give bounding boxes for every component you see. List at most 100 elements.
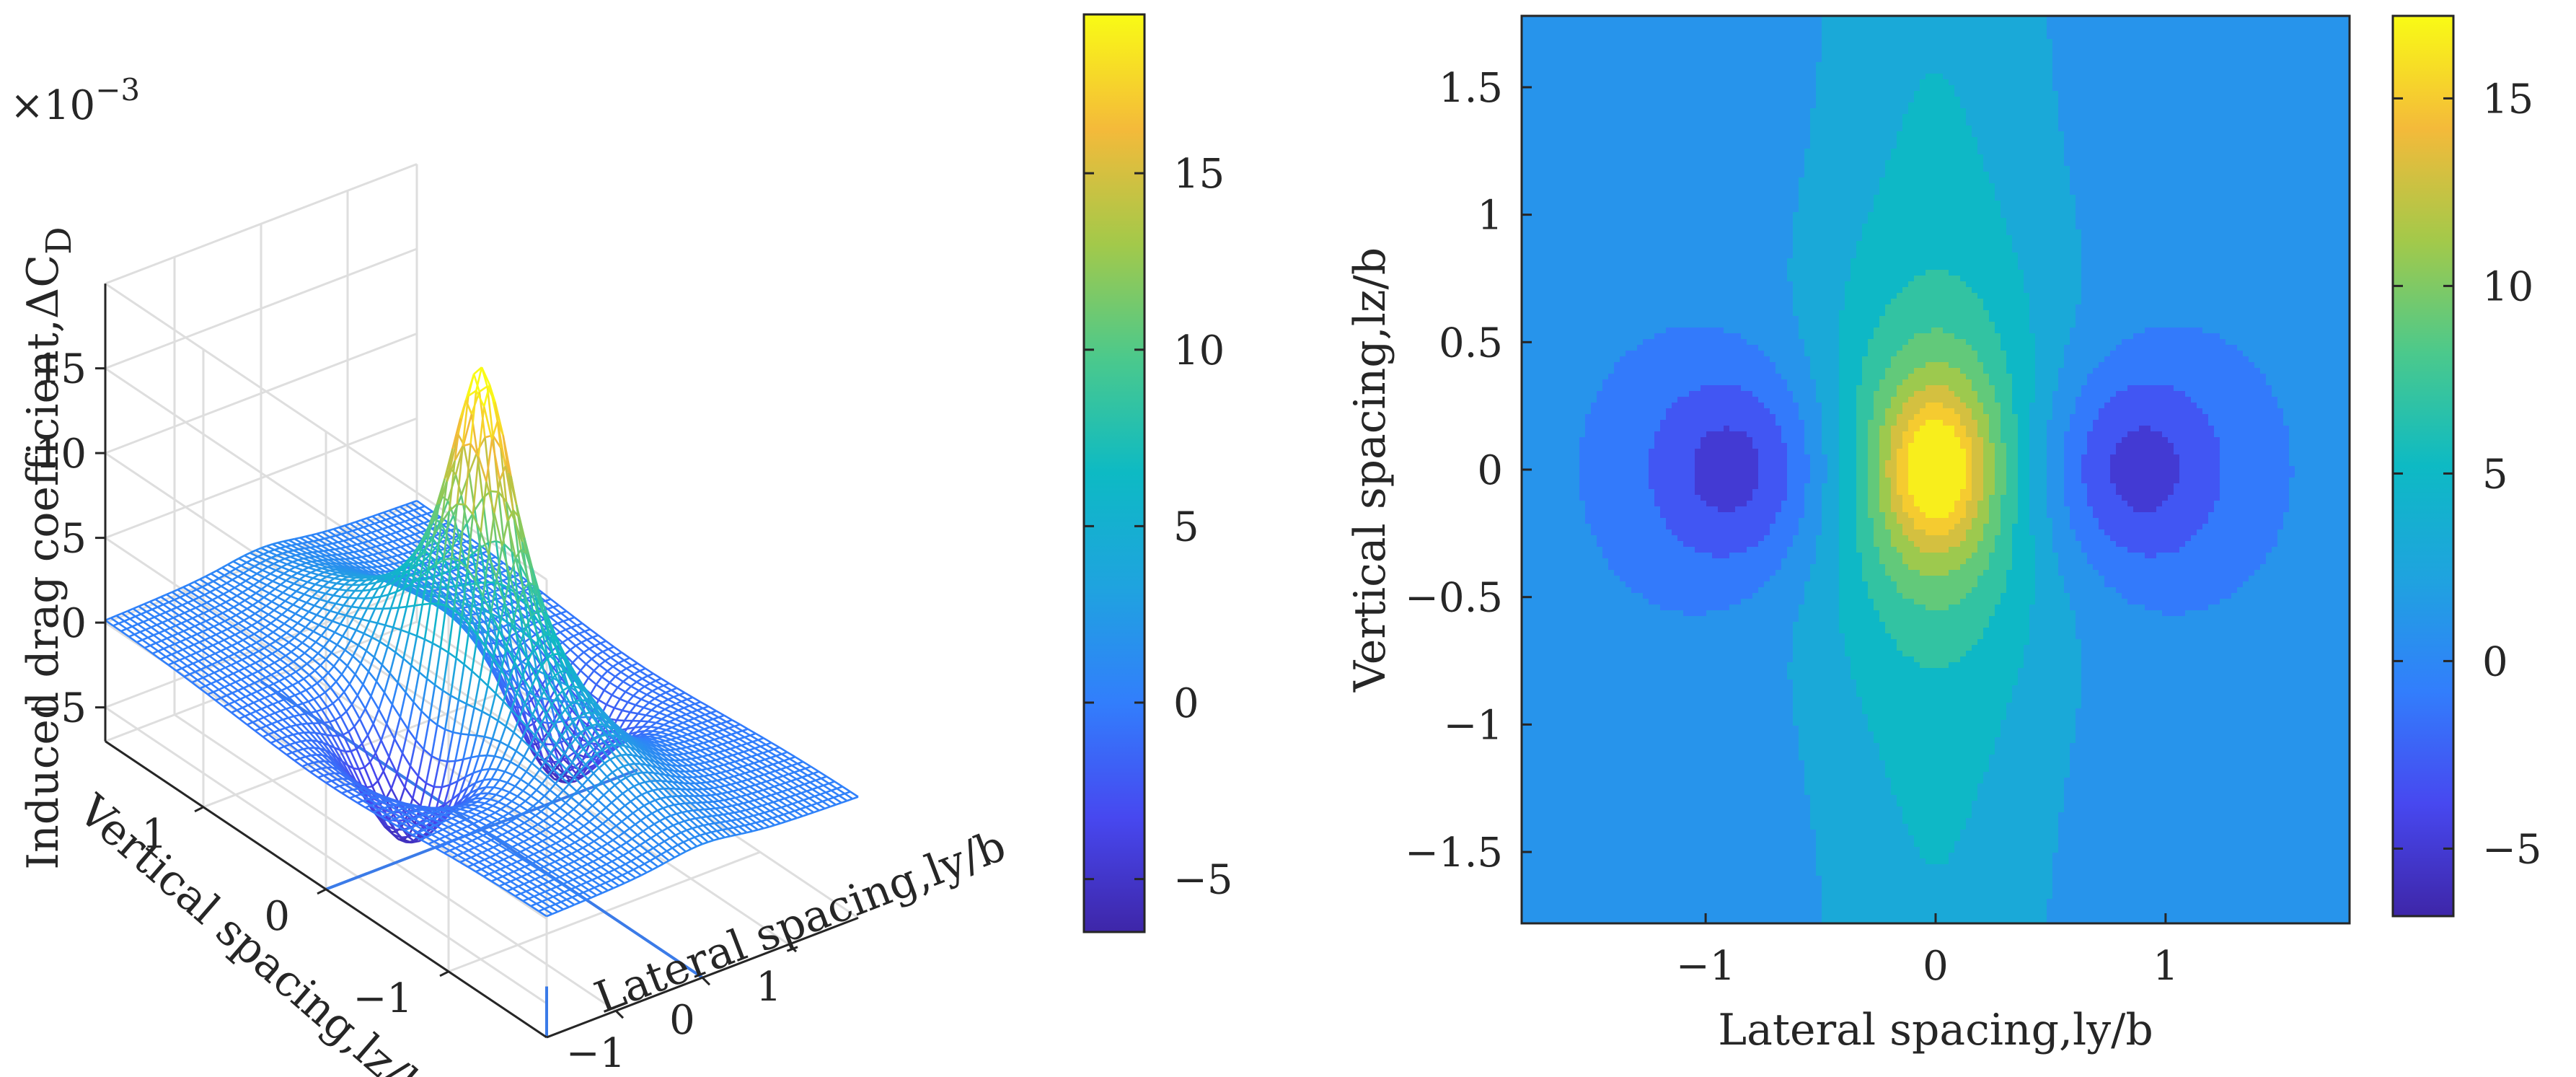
mesh-segment bbox=[570, 645, 577, 651]
mesh-segment bbox=[260, 547, 270, 553]
mesh-segment bbox=[345, 711, 356, 727]
mesh-segment bbox=[543, 866, 552, 873]
mesh-segment bbox=[363, 589, 371, 599]
mesh-segment bbox=[408, 632, 418, 637]
mesh-segment bbox=[363, 526, 372, 534]
mesh-segment bbox=[546, 653, 554, 659]
mesh-segment bbox=[593, 664, 601, 672]
mesh-segment bbox=[309, 641, 317, 649]
mesh-segment bbox=[420, 678, 428, 712]
mesh-segment bbox=[304, 652, 314, 660]
mesh-segment bbox=[382, 770, 392, 789]
mesh-segment bbox=[181, 604, 191, 612]
mesh-segment bbox=[557, 789, 565, 797]
mesh-segment bbox=[245, 624, 252, 630]
mesh-segment bbox=[646, 690, 653, 696]
mesh-segment bbox=[552, 834, 563, 841]
mesh-segment bbox=[239, 580, 247, 586]
mesh-segment bbox=[151, 608, 161, 616]
mesh-segment bbox=[142, 621, 152, 628]
mesh-segment bbox=[445, 605, 454, 611]
mesh-segment bbox=[469, 581, 477, 625]
mesh-segment bbox=[233, 653, 243, 661]
mesh-segment bbox=[639, 714, 647, 722]
mesh-segment bbox=[522, 900, 531, 907]
mesh-segment bbox=[299, 692, 309, 703]
mesh-segment bbox=[317, 722, 327, 736]
mesh-segment bbox=[200, 604, 210, 612]
mesh-segment bbox=[578, 798, 586, 805]
mesh-segment bbox=[577, 651, 585, 658]
mesh-segment bbox=[362, 671, 370, 685]
mesh-segment bbox=[424, 505, 433, 513]
mesh-segment bbox=[210, 573, 220, 579]
mesh-segment bbox=[299, 626, 306, 634]
mesh-segment bbox=[537, 690, 545, 703]
mesh-segment bbox=[284, 600, 294, 606]
mesh-segment bbox=[323, 646, 332, 654]
mesh-segment bbox=[302, 569, 312, 574]
mesh-segment bbox=[429, 564, 437, 604]
mesh-segment bbox=[437, 560, 445, 605]
mesh-segment bbox=[350, 783, 359, 790]
mesh-segment bbox=[301, 663, 308, 669]
mesh-segment bbox=[258, 699, 268, 708]
mesh-segment bbox=[324, 537, 333, 545]
mesh-segment bbox=[570, 791, 578, 799]
mesh-segment bbox=[436, 831, 446, 838]
mesh-segment bbox=[580, 669, 589, 679]
mesh-segment bbox=[293, 661, 302, 669]
mesh-segment bbox=[264, 573, 271, 579]
mesh-segment bbox=[338, 698, 348, 712]
mesh-segment bbox=[612, 662, 619, 668]
mesh-segment bbox=[524, 822, 533, 829]
mesh-segment bbox=[366, 723, 374, 736]
mesh-segment bbox=[281, 664, 288, 670]
mesh-segment bbox=[444, 695, 452, 730]
mesh-segment bbox=[394, 829, 402, 838]
mesh-segment bbox=[278, 623, 285, 629]
mesh-segment bbox=[433, 840, 443, 847]
mesh-segment bbox=[135, 615, 144, 623]
mesh-segment bbox=[338, 612, 346, 617]
mesh-segment bbox=[301, 723, 311, 734]
mesh-segment bbox=[518, 885, 527, 892]
mesh-segment bbox=[564, 703, 572, 711]
mesh-segment bbox=[498, 630, 508, 647]
mesh-segment bbox=[422, 602, 431, 606]
mesh-segment bbox=[528, 582, 538, 612]
mesh-segment bbox=[555, 783, 564, 791]
mesh-segment bbox=[171, 591, 181, 599]
mesh-segment bbox=[256, 690, 265, 699]
mesh-segment bbox=[519, 850, 529, 858]
mesh-segment bbox=[410, 664, 420, 673]
mesh-segment bbox=[615, 710, 623, 721]
mesh-segment bbox=[546, 801, 553, 808]
mesh-segment bbox=[653, 672, 662, 680]
mesh-segment bbox=[369, 608, 376, 622]
mesh-segment bbox=[510, 820, 520, 827]
mesh-segment bbox=[526, 713, 534, 728]
mesh-segment bbox=[394, 630, 402, 653]
mesh-segment bbox=[157, 650, 167, 658]
mesh-segment bbox=[268, 714, 278, 723]
mesh-segment bbox=[497, 720, 507, 727]
mesh-segment bbox=[331, 735, 341, 751]
mesh-segment bbox=[432, 642, 441, 649]
mesh-segment bbox=[280, 632, 288, 638]
mesh-segment bbox=[250, 573, 257, 579]
mesh-segment bbox=[639, 669, 648, 677]
mesh-segment bbox=[513, 661, 524, 677]
mesh-segment bbox=[213, 607, 224, 614]
mesh-segment bbox=[370, 587, 379, 591]
mesh-segment bbox=[260, 656, 268, 661]
mesh-segment bbox=[402, 807, 412, 814]
mesh-segment bbox=[308, 674, 318, 684]
mesh-segment bbox=[262, 569, 271, 575]
mesh-segment bbox=[445, 819, 455, 826]
mesh-segment bbox=[325, 651, 332, 660]
mesh-segment bbox=[434, 684, 444, 692]
mesh-segment bbox=[572, 721, 582, 734]
mesh-segment bbox=[487, 685, 497, 695]
mesh-segment bbox=[533, 695, 541, 722]
